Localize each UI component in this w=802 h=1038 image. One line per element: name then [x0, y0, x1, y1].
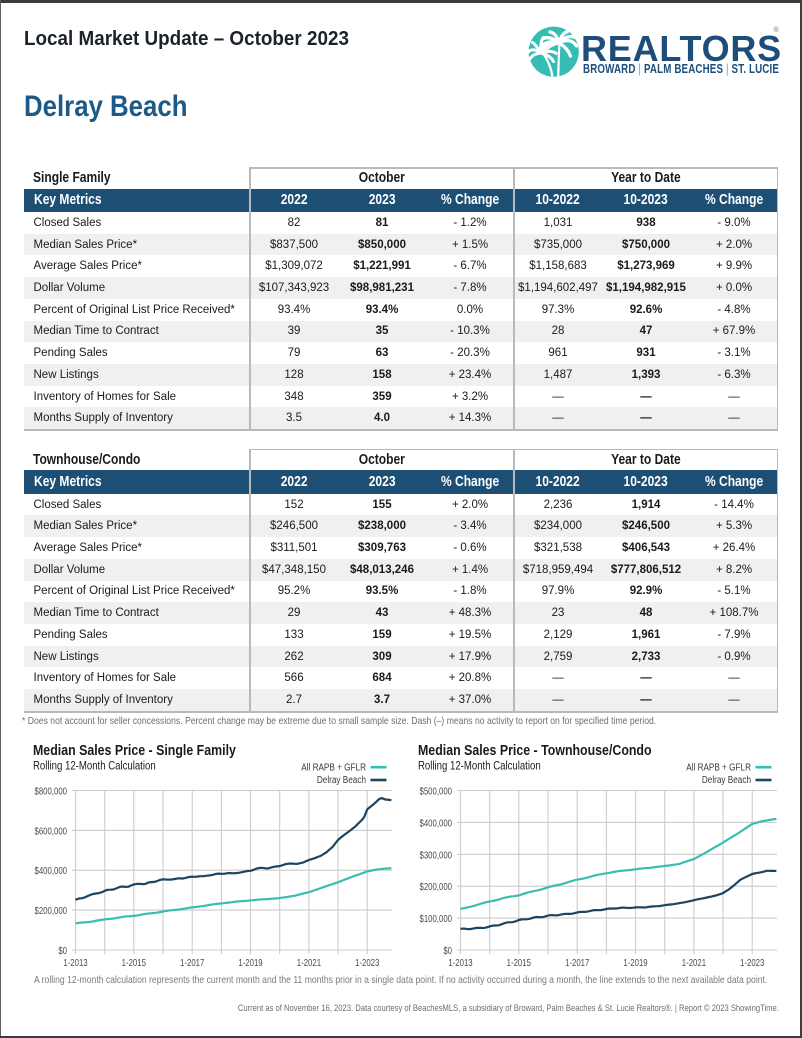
svg-text:$500,000: $500,000: [420, 786, 452, 797]
svg-text:1-2023: 1-2023: [355, 957, 379, 968]
svg-text:1-2017: 1-2017: [565, 957, 589, 968]
svg-text:Median Sales Price - Townhouse: Median Sales Price - Townhouse/Condo: [418, 742, 652, 758]
svg-text:$0: $0: [443, 945, 452, 956]
svg-text:$100,000: $100,000: [420, 913, 452, 924]
svg-text:Rolling 12-Month Calculation: Rolling 12-Month Calculation: [33, 760, 156, 773]
svg-text:1-2021: 1-2021: [297, 957, 321, 968]
svg-text:$600,000: $600,000: [35, 825, 67, 836]
svg-text:1-2019: 1-2019: [623, 957, 647, 968]
svg-text:1-2023: 1-2023: [740, 957, 764, 968]
svg-text:$200,000: $200,000: [420, 881, 452, 892]
svg-text:Delray Beach: Delray Beach: [702, 773, 751, 785]
svg-text:Median Sales Price - Single Fa: Median Sales Price - Single Family: [33, 742, 236, 758]
svg-text:Delray Beach: Delray Beach: [317, 773, 366, 785]
svg-text:1-2019: 1-2019: [238, 957, 262, 968]
svg-text:1-2013: 1-2013: [448, 957, 472, 968]
svg-text:1-2021: 1-2021: [682, 957, 706, 968]
svg-text:$0: $0: [58, 945, 67, 956]
svg-text:$400,000: $400,000: [35, 865, 67, 876]
svg-text:Rolling 12-Month Calculation: Rolling 12-Month Calculation: [418, 760, 541, 773]
svg-text:$200,000: $200,000: [35, 905, 67, 916]
svg-text:1-2015: 1-2015: [507, 957, 531, 968]
svg-text:1-2013: 1-2013: [63, 957, 87, 968]
svg-text:$800,000: $800,000: [35, 786, 67, 797]
svg-text:$400,000: $400,000: [420, 817, 452, 828]
svg-text:1-2017: 1-2017: [180, 957, 204, 968]
svg-text:All RAPB + GFLR: All RAPB + GFLR: [686, 761, 751, 773]
svg-text:1-2015: 1-2015: [122, 957, 146, 968]
svg-text:All RAPB + GFLR: All RAPB + GFLR: [301, 761, 366, 773]
svg-text:$300,000: $300,000: [420, 849, 452, 860]
